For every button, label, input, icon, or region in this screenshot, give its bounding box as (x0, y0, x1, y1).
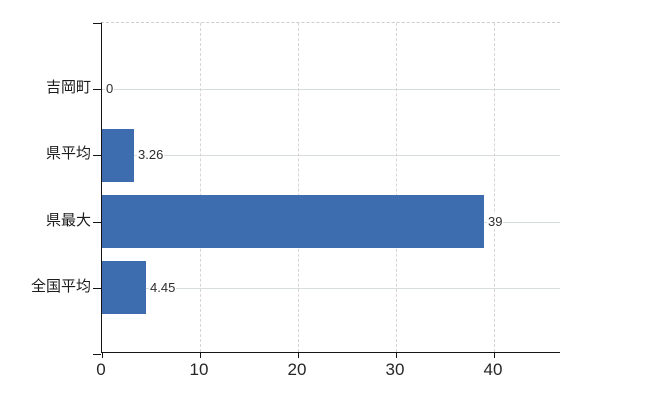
x-tick-label: 10 (189, 360, 209, 379)
category-label: 吉岡町 (45, 79, 91, 96)
y-axis-tick (93, 23, 101, 24)
x-axis-tick (200, 353, 201, 358)
category-label: 県最大 (45, 212, 91, 229)
value-label: 0 (105, 81, 115, 96)
value-label: 3.26 (137, 147, 165, 162)
y-axis-tick (93, 288, 101, 289)
x-axis-tick (396, 353, 397, 358)
value-label: 4.45 (149, 280, 177, 295)
plot-area: 0 3.26 39 4.45 (93, 22, 560, 358)
horizontal-gridline (102, 155, 560, 156)
x-axis-tick (102, 353, 103, 358)
y-axis-tick (93, 89, 101, 90)
x-tick-label: 30 (385, 360, 405, 379)
horizontal-gridline (102, 89, 560, 90)
vertical-gridline (298, 23, 299, 352)
x-axis-tick (298, 353, 299, 358)
x-tick-label: 40 (483, 360, 503, 379)
category-label: 県平均 (45, 145, 91, 162)
x-tick-label: 0 (96, 360, 106, 379)
vertical-gridline (494, 23, 495, 352)
y-axis-tick (93, 222, 101, 223)
y-axis-tick (93, 354, 101, 355)
x-tick-label: 20 (287, 360, 307, 379)
bar (102, 261, 146, 314)
category-label: 全国平均 (30, 278, 91, 295)
value-label: 39 (487, 214, 504, 229)
vertical-gridline (200, 23, 201, 352)
x-axis-tick (494, 353, 495, 358)
vertical-gridline (396, 23, 397, 352)
bar (102, 195, 484, 248)
bar (102, 129, 134, 182)
horizontal-gridline (102, 288, 560, 289)
y-axis-tick (93, 155, 101, 156)
